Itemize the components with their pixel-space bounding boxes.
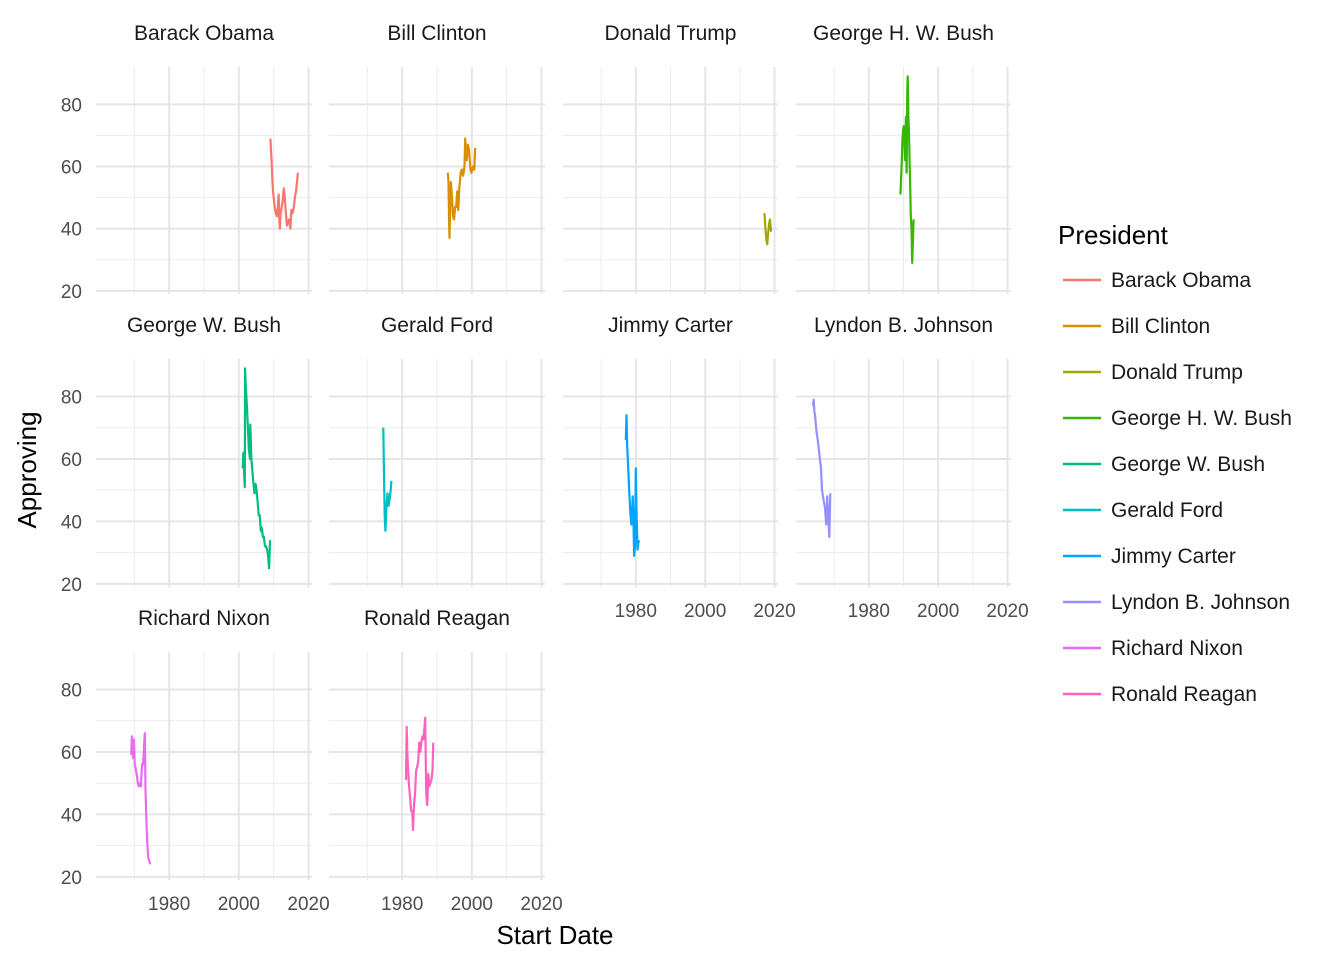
legend-label: George W. Bush [1111,453,1265,476]
x-tick-label: 2000 [451,894,493,915]
x-tick-label: 2020 [520,894,562,915]
y-tick-label: 80 [61,95,82,116]
x-tick-label: 1980 [381,894,423,915]
legend-label: Ronald Reagan [1111,683,1257,706]
legend-label: Donald Trump [1111,361,1243,384]
series-line [446,137,477,240]
legend-item: Donald Trump [1063,361,1243,384]
legend-label: Bill Clinton [1111,315,1210,338]
y-tick-label: 60 [61,743,82,764]
legend-item: Gerald Ford [1063,499,1223,522]
facet-panel: Lyndon B. Johnson 1980 2000 2020 [796,314,1029,622]
facet-strip-label: Richard Nixon [138,607,270,630]
x-tick-label: 2020 [986,601,1028,622]
legend: President Barack Obama Bill Clinton Donald… [1058,220,1292,706]
x-tick-label: 1980 [615,601,657,622]
x-tick-label: 2000 [218,894,260,915]
x-axis-title: Start Date [496,920,613,950]
y-tick-label: 20 [61,282,82,303]
y-tick-label: 20 [61,575,82,596]
facet-strip-label: Gerald Ford [381,314,493,337]
legend-label: Richard Nixon [1111,637,1243,660]
y-tick-label: 80 [61,387,82,408]
legend-item: George W. Bush [1063,453,1265,476]
y-tick-label: 20 [61,868,82,889]
y-axis-title: Approving [12,411,42,528]
series-line [899,75,915,264]
facet-strip-label: Jimmy Carter [608,314,733,337]
facet-panel: George H. W. Bush [796,22,1011,294]
legend-item: George H. W. Bush [1063,407,1292,430]
legend-label: Lyndon B. Johnson [1111,591,1290,614]
legend-label: Jimmy Carter [1111,545,1236,568]
legend-item: Barack Obama [1063,269,1251,292]
legend-label: Gerald Ford [1111,499,1223,522]
x-tick-label: 2000 [684,601,726,622]
legend-item: Richard Nixon [1063,637,1243,660]
series-line [811,398,832,539]
x-tick-label: 1980 [148,894,190,915]
legend-item: Ronald Reagan [1063,683,1257,706]
x-tick-label: 2020 [753,601,795,622]
legend-label: George H. W. Bush [1111,407,1292,430]
facet-panel: Donald Trump [563,22,778,294]
legend-item: Jimmy Carter [1063,545,1236,568]
facet-strip-label: Donald Trump [605,22,737,45]
y-tick-label: 40 [61,512,82,533]
y-tick-label: 60 [61,158,82,179]
series-line [404,716,435,832]
legend-label: Barack Obama [1111,269,1251,292]
y-tick-label: 40 [61,220,82,241]
y-tick-label: 60 [61,450,82,471]
facet-strip-label: Ronald Reagan [364,607,510,630]
facet-panel: George W. Bush 20 40 60 80 [61,314,312,596]
facet-strip-label: Bill Clinton [387,22,486,45]
facet-strip-label: George W. Bush [127,314,281,337]
facet-panel: Jimmy Carter 1980 2000 2020 [563,314,796,622]
y-tick-label: 40 [61,805,82,826]
series-line [269,138,299,230]
facet-panel: Gerald Ford [329,314,545,587]
series-line [624,414,640,557]
y-tick-label: 80 [61,680,82,701]
facet-strip-label: George H. W. Bush [813,22,994,45]
facet-panel: Ronald Reagan 1980 2000 2020 [329,607,563,915]
series-line [130,732,152,865]
facet-panels: Barack Obama 20 40 60 80 Bill Clinton Donald T… [61,22,1029,915]
legend-item: Bill Clinton [1063,315,1210,338]
x-tick-label: 1980 [848,601,890,622]
x-tick-label: 2000 [917,601,959,622]
series-line [241,367,272,570]
facet-strip-label: Lyndon B. Johnson [814,314,993,337]
series-line [382,427,393,532]
facet-panel: Bill Clinton [329,22,545,294]
facet-strip-label: Barack Obama [134,22,274,45]
legend-items: Barack Obama Bill Clinton Donald Trump Geor… [1063,269,1292,706]
legend-item: Lyndon B. Johnson [1063,591,1290,614]
x-tick-label: 2020 [287,894,329,915]
series-line [763,213,773,246]
legend-title: President [1058,220,1169,250]
facet-panel: Barack Obama 20 40 60 80 [61,22,312,303]
facet-panel: Richard Nixon 20 40 60 80 1980 2000 2020 [61,607,330,915]
